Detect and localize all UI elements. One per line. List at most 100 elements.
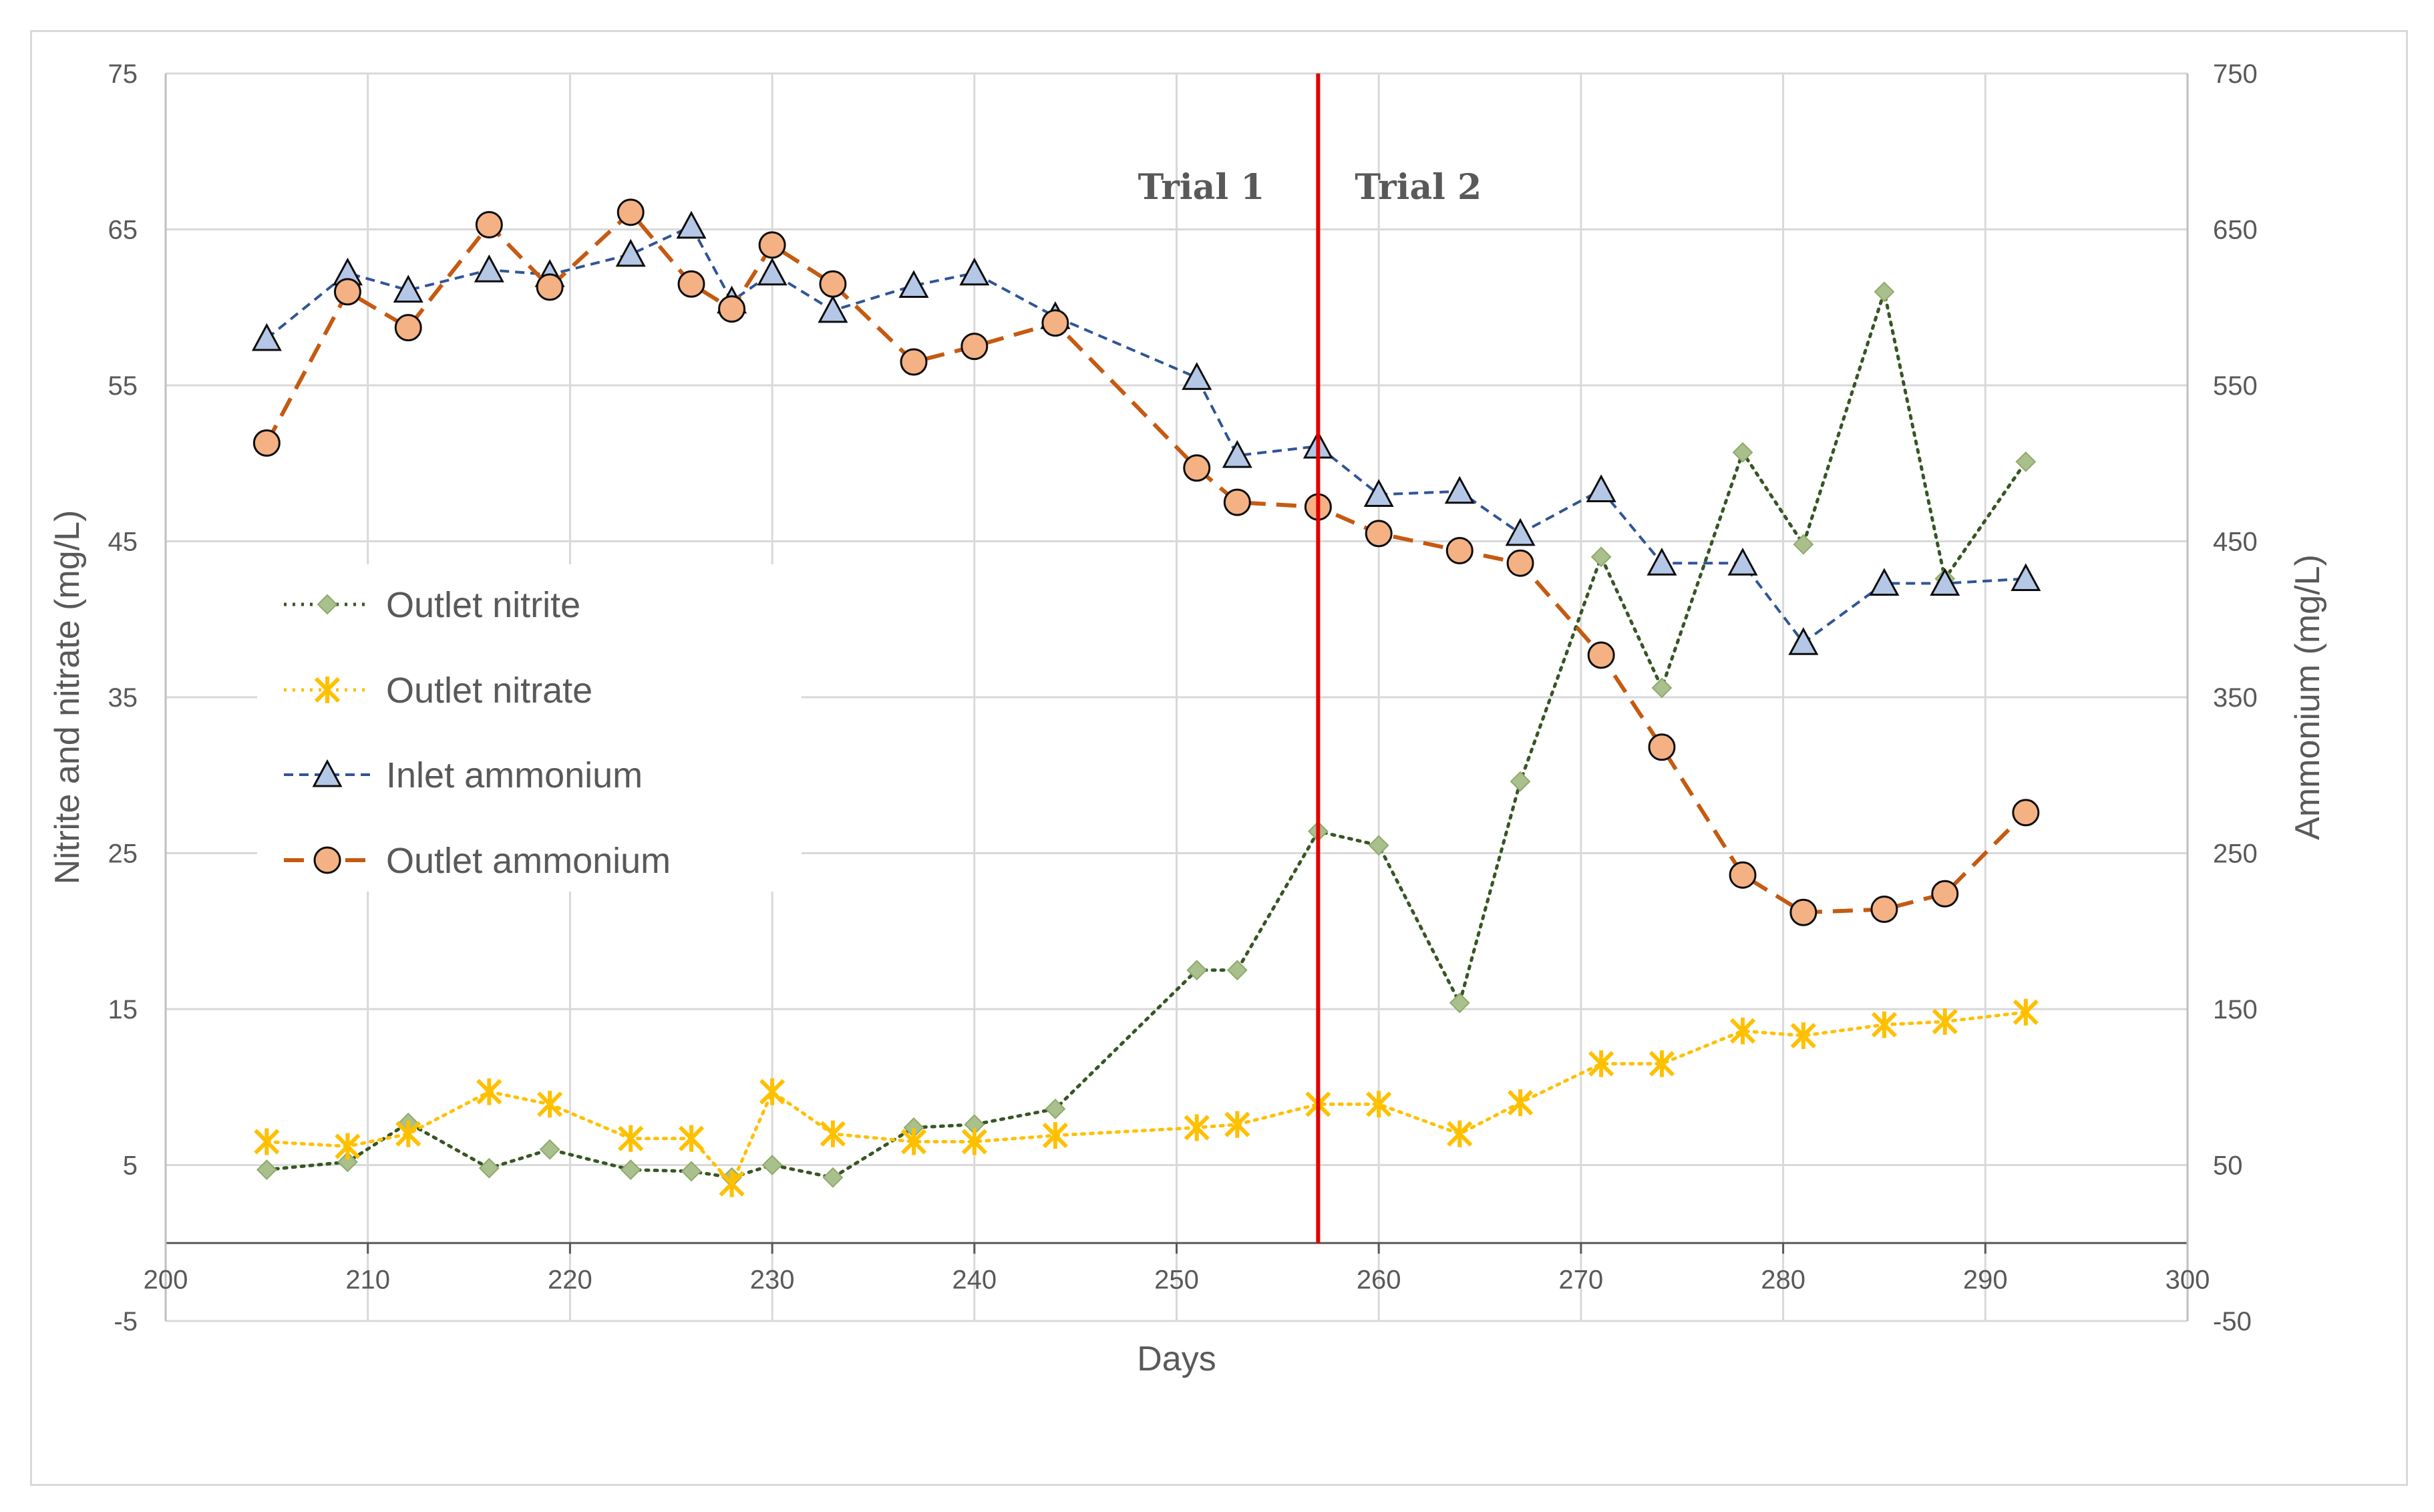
x-axis-title: Days (1137, 1340, 1216, 1378)
legend-item-outlet-ammonium: Outlet ammonium (284, 841, 671, 881)
data-point (1586, 474, 1616, 502)
series-outlet-nitrate (254, 998, 2039, 1197)
data-point (1727, 548, 1758, 576)
data-point (333, 278, 361, 306)
data-point (1871, 1011, 1898, 1038)
data-point (1590, 546, 1612, 568)
legend-label: Inlet ammonium (386, 755, 643, 795)
data-point (677, 270, 705, 298)
legend-label: Outlet nitrate (386, 671, 592, 711)
data-point (676, 210, 707, 239)
data-point (959, 257, 990, 286)
axes (164, 73, 2189, 1321)
y-tick-label: 25 (108, 839, 138, 869)
series-line (265, 209, 2027, 915)
data-point (1506, 549, 1534, 577)
data-point (1646, 548, 1677, 576)
data-point (1932, 1008, 1958, 1035)
data-point (1588, 1050, 1614, 1077)
data-point (681, 1161, 702, 1182)
data-point (537, 1091, 563, 1118)
data-point (617, 198, 645, 226)
x-tick-label: 290 (1963, 1265, 2008, 1294)
data-point (758, 231, 786, 259)
data-point (1788, 627, 1819, 655)
data-point (1368, 835, 1389, 856)
data-point (678, 1125, 705, 1152)
x-tick-label: 300 (2165, 1265, 2210, 1294)
x-tick-label: 200 (144, 1265, 188, 1294)
series-line (266, 224, 2026, 645)
y2-axis-title: Ammonium (mg/L) (2288, 554, 2327, 840)
data-point (474, 254, 504, 282)
data-point (1648, 733, 1676, 761)
data-point (476, 1078, 502, 1105)
y2-tick-label: 350 (2213, 683, 2258, 713)
data-point (719, 1170, 745, 1197)
data-point (822, 1167, 844, 1188)
data-point (478, 1157, 500, 1179)
data-point (393, 274, 423, 303)
y2-tick-label: 550 (2213, 371, 2258, 401)
y2-tick-label: 150 (2213, 995, 2258, 1024)
data-point (394, 314, 422, 342)
data-point (1444, 476, 1475, 504)
data-point (254, 1128, 280, 1155)
data-point (2015, 451, 2037, 472)
x-tick-label: 230 (750, 1265, 795, 1294)
data-point (395, 1120, 421, 1147)
series-layer (251, 198, 2041, 1197)
y-tick-label: 75 (108, 59, 138, 89)
data-point (1226, 960, 1248, 981)
data-point (1183, 454, 1211, 482)
data-point (1931, 880, 1959, 908)
data-point (1507, 1089, 1534, 1117)
x-tick-label: 240 (952, 1265, 997, 1294)
trial-1-label: Trial 1 (1138, 167, 1265, 208)
data-point (335, 1133, 361, 1160)
data-point (718, 295, 746, 323)
y-tick-label: 35 (108, 683, 138, 713)
data-point (1729, 861, 1757, 889)
y2-tick-label: 250 (2213, 839, 2258, 869)
data-point (1587, 641, 1615, 669)
data-point (1869, 568, 1900, 596)
data-point (900, 348, 928, 376)
y2-tick-label: -50 (2213, 1307, 2252, 1336)
data-point (1648, 1050, 1675, 1077)
legend: Outlet nitrite Outlet nitrate Inlet ammoni… (257, 564, 802, 892)
trial-2-label: Trial 2 (1355, 167, 1482, 208)
data-point (539, 1139, 560, 1160)
data-point (818, 295, 848, 323)
data-point (1182, 362, 1212, 390)
tick-labels: 200 210 220 230 240 250 260 270 280 290 300 -5 5 15 25… (108, 59, 2258, 1336)
data-point (256, 1159, 277, 1180)
data-point (2013, 998, 2039, 1026)
data-point (757, 257, 788, 286)
y-tick-label: -5 (114, 1307, 138, 1336)
data-point (1223, 488, 1251, 516)
data-point (252, 429, 281, 457)
data-point (2012, 799, 2040, 827)
y-axis-title: Nitrite and nitrate (mg/L) (48, 510, 87, 885)
data-point (1041, 309, 1069, 337)
data-point (1045, 1099, 1066, 1119)
data-point (1510, 771, 1531, 792)
legend-marker (317, 594, 338, 615)
data-point (1874, 281, 1895, 303)
data-point (1366, 1091, 1392, 1118)
series-line (265, 1010, 2028, 1187)
data-point (761, 1155, 783, 1175)
y-tick-label: 55 (108, 371, 138, 401)
data-point (618, 1125, 644, 1152)
data-point (1449, 992, 1470, 1014)
y-tick-label: 65 (108, 216, 138, 245)
x-tick-label: 260 (1357, 1265, 1401, 1294)
data-point (2011, 563, 2041, 592)
legend-marker (313, 846, 341, 874)
data-point (337, 1151, 358, 1173)
data-point (475, 210, 503, 238)
legend-marker (314, 677, 341, 703)
legend-label: Outlet nitrite (386, 585, 580, 625)
